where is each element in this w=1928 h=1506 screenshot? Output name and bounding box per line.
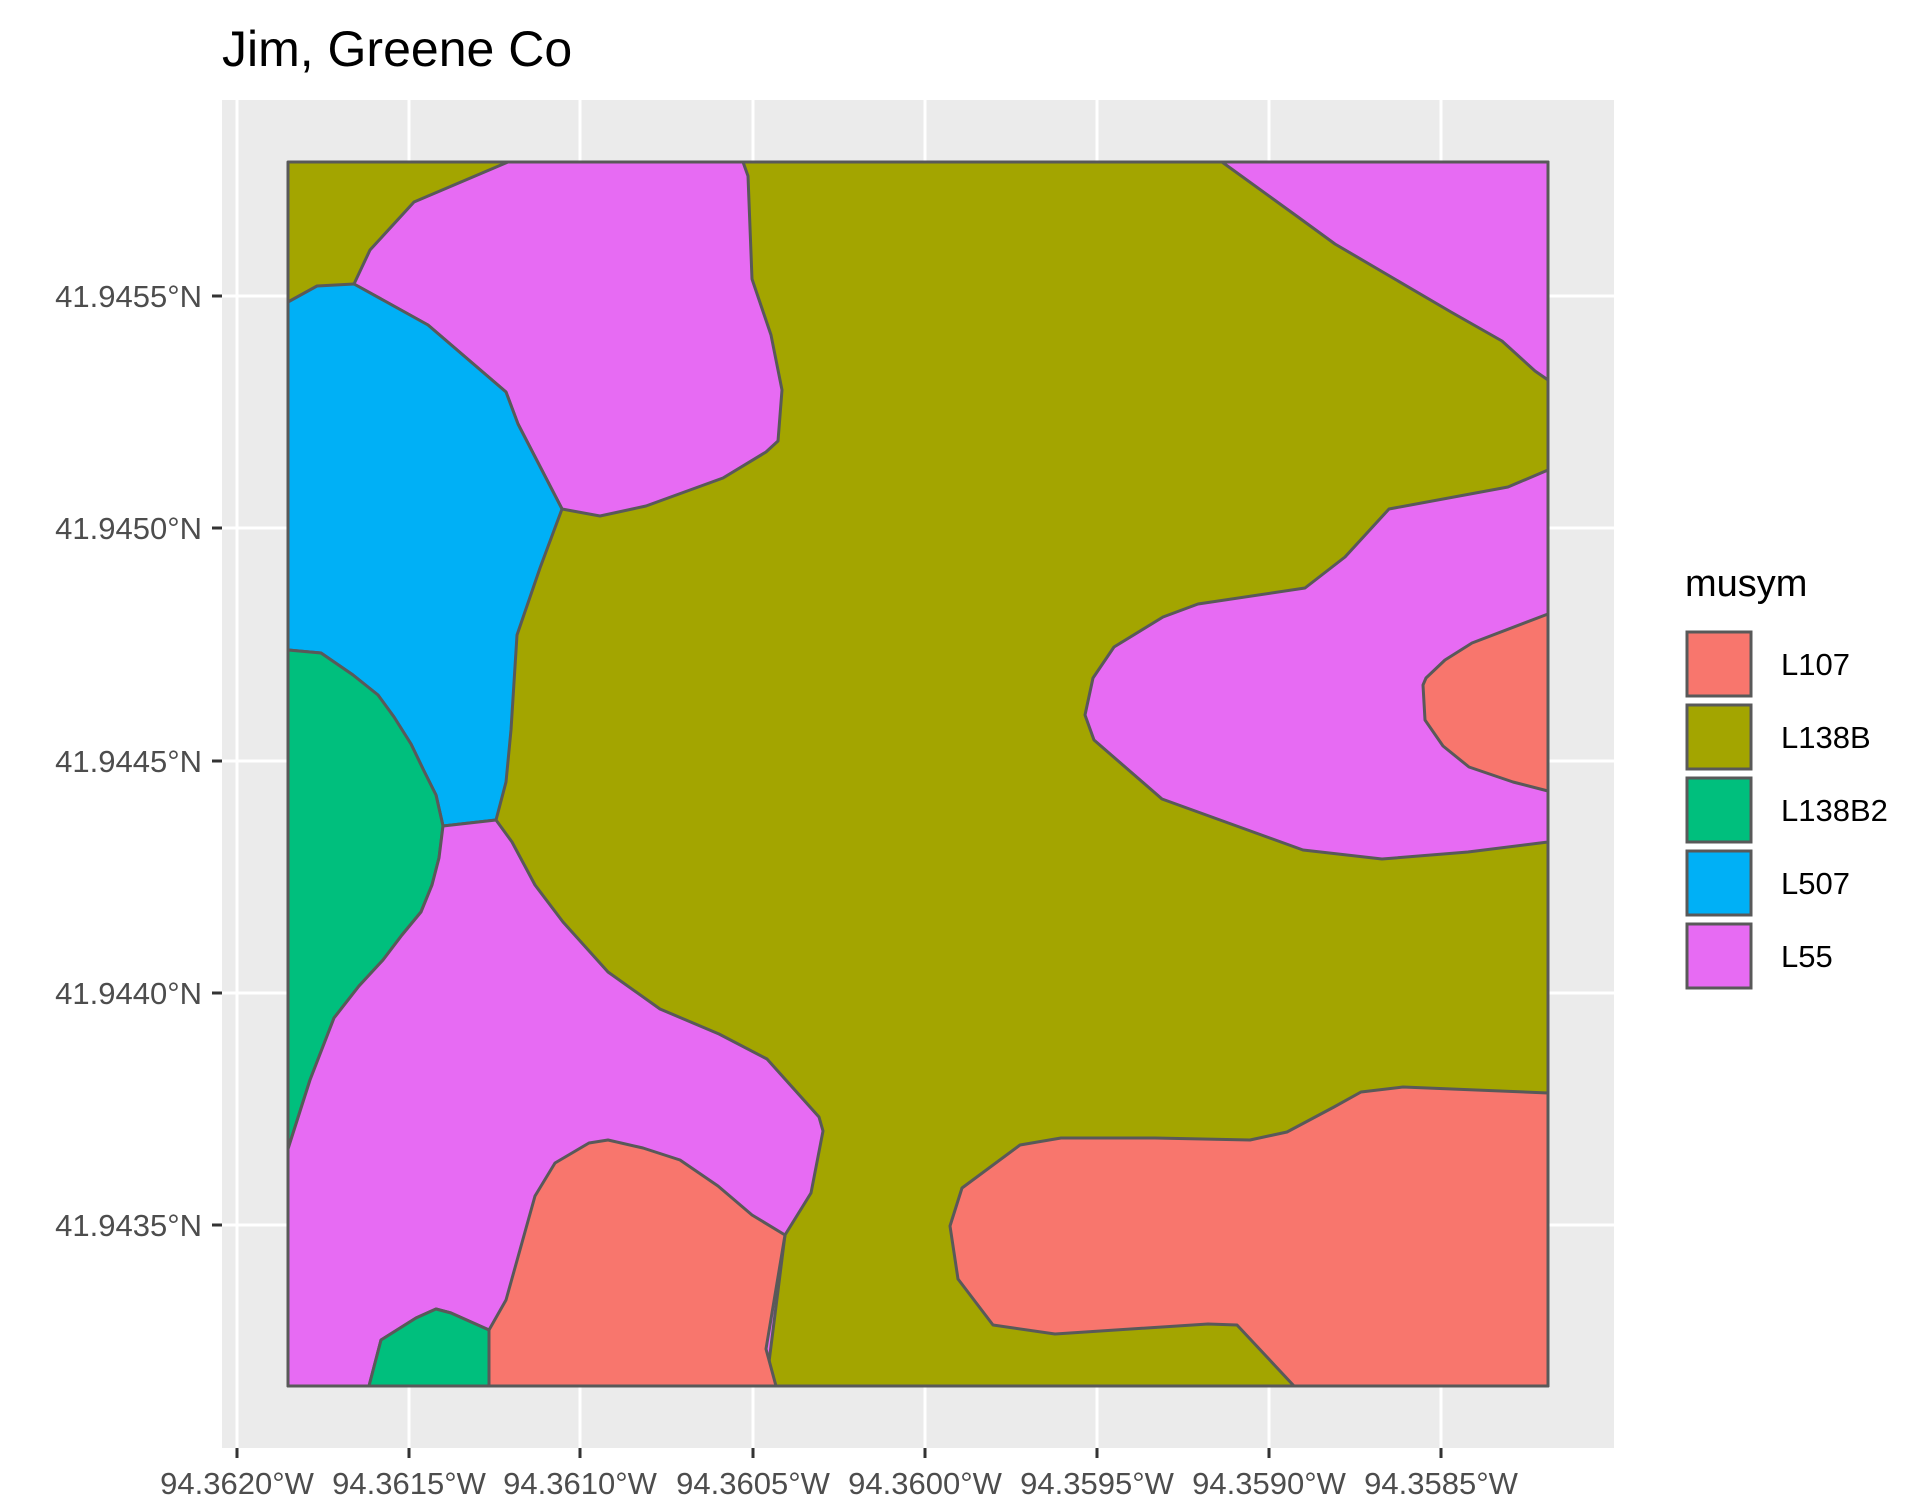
y-tick-label: 41.9450°N [55, 511, 202, 546]
map-title: Jim, Greene Co [222, 21, 572, 77]
x-tick-label: 94.3595°W [1020, 1466, 1174, 1501]
polygon-L107-bottom-right [948, 1085, 1550, 1388]
axis-ticks [212, 294, 1443, 1458]
polygon-L55-right [1083, 468, 1550, 861]
y-tick-label: 41.9440°N [55, 976, 202, 1011]
legend-swatch-L55 [1685, 922, 1753, 990]
x-tick-label: 94.3590°W [1192, 1466, 1346, 1501]
y-axis-labels: 41.9455°N 41.9450°N 41.9445°N 41.9440°N … [55, 279, 202, 1243]
legend-swatch-L138B2 [1685, 776, 1753, 844]
polygon-L107-right [1421, 612, 1550, 793]
legend-label: L507 [1781, 866, 1850, 901]
x-tick-label: 94.3615°W [332, 1466, 486, 1501]
y-tick-label: 41.9445°N [55, 744, 202, 779]
polygon-L107-bottom-left [487, 1138, 787, 1388]
x-tick-label: 94.3585°W [1364, 1466, 1518, 1501]
y-tick-label: 41.9435°N [55, 1208, 202, 1243]
soil-polygons [286, 160, 1550, 1388]
legend-swatch-L107 [1685, 630, 1753, 698]
legend-swatch-L507 [1685, 849, 1753, 917]
polygon-L55-top-right [1220, 160, 1550, 382]
legend-label: L138B [1781, 720, 1871, 755]
y-tick-label: 41.9455°N [55, 279, 202, 314]
x-tick-label: 94.3605°W [676, 1466, 830, 1501]
legend-label: L55 [1781, 939, 1833, 974]
x-tick-label: 94.3600°W [848, 1466, 1002, 1501]
legend: musym L107 L138B L138B2 L507 L55 [1685, 563, 1888, 990]
legend-label: L138B2 [1781, 793, 1888, 828]
x-tick-label: 94.3620°W [160, 1466, 314, 1501]
legend-title: musym [1685, 563, 1807, 605]
legend-label: L107 [1781, 647, 1850, 682]
x-axis-labels: 94.3620°W 94.3615°W 94.3610°W 94.3605°W … [160, 1466, 1518, 1501]
legend-swatch-L138B [1685, 703, 1753, 771]
x-tick-label: 94.3610°W [503, 1466, 657, 1501]
